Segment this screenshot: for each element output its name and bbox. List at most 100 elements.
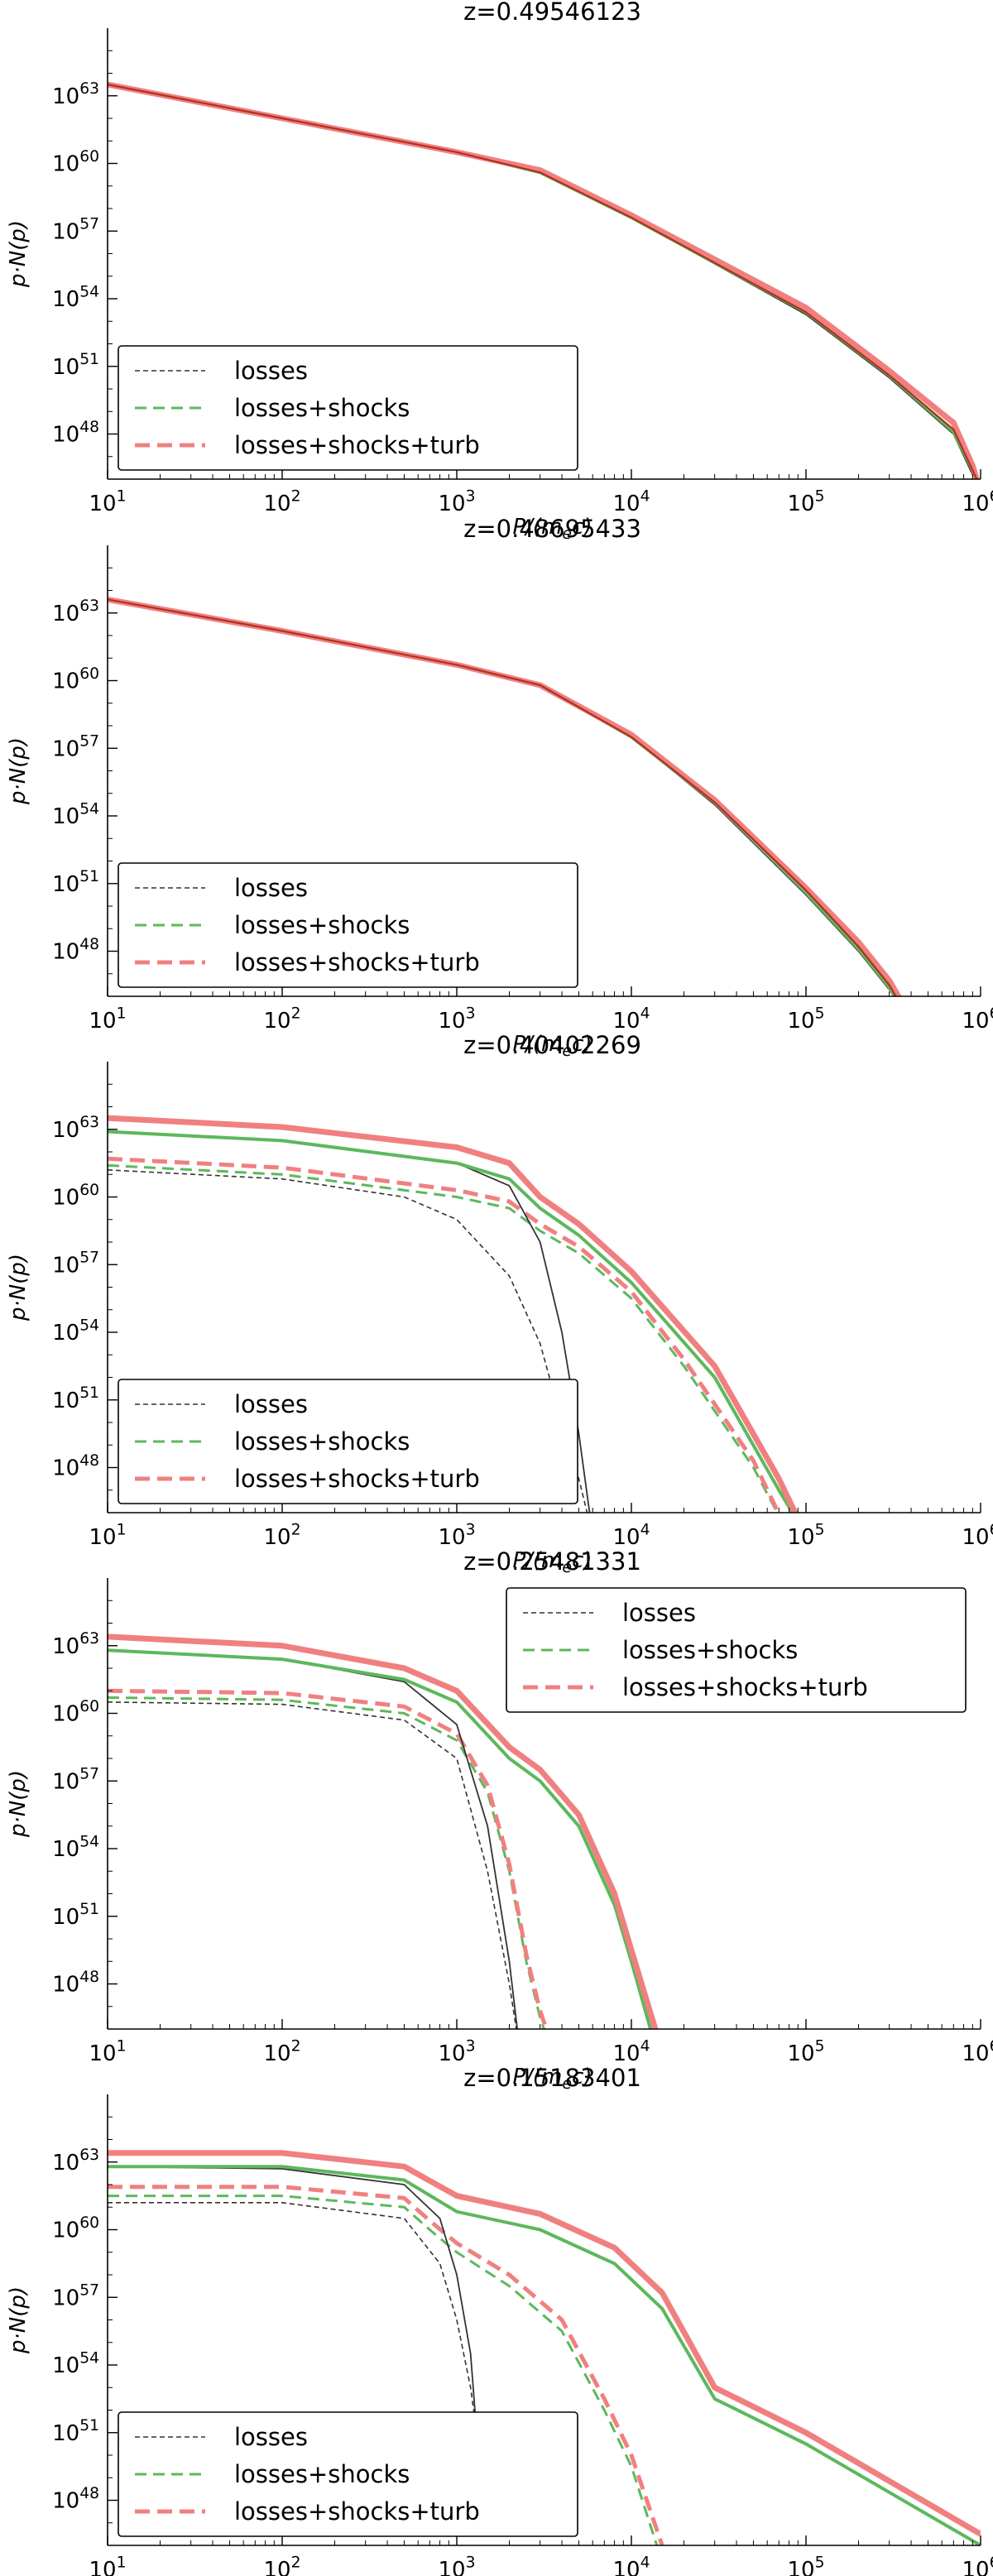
x-axis-label: P/(mec) bbox=[512, 1548, 592, 1576]
chart-title: z=0.48695433 bbox=[463, 515, 641, 543]
legend-label: losses+shocks+turb bbox=[234, 431, 480, 459]
y-tick-label: 1060 bbox=[52, 665, 99, 694]
y-tick-label: 1063 bbox=[52, 1114, 99, 1143]
y-tick-label: 1051 bbox=[52, 2417, 99, 2446]
x-tick-label: 103 bbox=[439, 1005, 476, 1034]
series-line-losses bbox=[108, 1701, 517, 2029]
chart-title: z=0.49546123 bbox=[463, 0, 641, 26]
x-tick-label: 105 bbox=[788, 2554, 825, 2576]
x-tick-label: 103 bbox=[439, 487, 476, 516]
series-group bbox=[108, 2150, 981, 2545]
x-tick-label: 104 bbox=[613, 2554, 650, 2576]
y-tick-label: 1057 bbox=[52, 1250, 99, 1278]
x-tick-label: 106 bbox=[962, 487, 993, 516]
legend-label: losses+shocks+turb bbox=[622, 1673, 868, 1701]
series-group bbox=[108, 596, 902, 996]
x-tick-label: 101 bbox=[89, 2554, 127, 2576]
y-axis-label: p·N(p) bbox=[6, 220, 31, 288]
x-tick-label: 101 bbox=[89, 2037, 127, 2066]
y-tick-label: 1057 bbox=[52, 1766, 99, 1795]
x-tick-label: 103 bbox=[439, 1521, 476, 1550]
x-tick-label: 103 bbox=[439, 2037, 476, 2066]
legend-box bbox=[118, 2411, 578, 2537]
series-line-losses-shocks-turb bbox=[108, 2185, 664, 2545]
x-tick-label: 106 bbox=[962, 1005, 993, 1034]
legend-label: losses+shocks bbox=[234, 2460, 410, 2488]
series-group bbox=[108, 81, 980, 479]
y-axis-label: p·N(p) bbox=[6, 1254, 31, 1322]
x-tick-label: 102 bbox=[264, 2037, 301, 2066]
y-tick-label: 1063 bbox=[52, 80, 99, 109]
legend-label: losses+shocks bbox=[622, 1636, 798, 1664]
y-tick-label: 1048 bbox=[52, 1969, 99, 1998]
series-line-losses bbox=[108, 1169, 588, 1513]
y-tick-label: 1063 bbox=[52, 2147, 99, 2175]
legend: losses losses+shocks losses+shocks+turb bbox=[118, 345, 578, 471]
series-group bbox=[108, 1633, 659, 2029]
y-tick-label: 1060 bbox=[52, 148, 99, 177]
legend-label: losses+shocks bbox=[234, 911, 410, 939]
x-tick-label: 106 bbox=[962, 1521, 993, 1550]
y-axis-label: p·N(p) bbox=[6, 2286, 31, 2354]
y-axis-label: p·N(p) bbox=[6, 737, 31, 805]
x-tick-label: 101 bbox=[89, 1521, 127, 1550]
series-line-solid-5 bbox=[108, 1633, 659, 2029]
series-line-losses-shocks bbox=[108, 1696, 545, 2029]
x-tick-label: 102 bbox=[264, 2554, 301, 2576]
x-axis-label: P/(mec) bbox=[512, 515, 592, 543]
series-line-solid-4 bbox=[108, 1648, 653, 2029]
x-tick-label: 103 bbox=[439, 2554, 476, 2576]
y-axis-label: p·N(p) bbox=[6, 1770, 31, 1838]
y-tick-label: 1057 bbox=[52, 2282, 99, 2311]
y-tick-label: 1054 bbox=[52, 1317, 99, 1346]
y-tick-label: 1054 bbox=[52, 1833, 99, 1862]
y-tick-label: 1051 bbox=[52, 1901, 99, 1930]
series-line-losses-shocks-turb bbox=[108, 1688, 549, 2029]
x-tick-label: 101 bbox=[89, 487, 127, 516]
legend-label: losses+shocks+turb bbox=[234, 1465, 480, 1493]
chart-title: z=0.40402269 bbox=[463, 1031, 641, 1059]
legend-label: losses+shocks bbox=[234, 1427, 410, 1456]
series-line-losses-shocks-turb bbox=[108, 1156, 781, 1513]
series-line-losses-shocks bbox=[108, 2195, 659, 2545]
series-line-solid-6 bbox=[108, 84, 978, 479]
x-tick-label: 106 bbox=[962, 2037, 993, 2066]
y-tick-label: 1048 bbox=[52, 1452, 99, 1481]
series-line-solid-4 bbox=[108, 1130, 794, 1513]
series-line-losses-shocks bbox=[108, 1163, 779, 1513]
y-tick-label: 1057 bbox=[52, 733, 99, 762]
y-tick-label: 1054 bbox=[52, 800, 99, 829]
x-tick-label: 104 bbox=[613, 1005, 650, 1034]
legend-label: losses bbox=[622, 1599, 696, 1627]
y-tick-label: 1060 bbox=[52, 2214, 99, 2243]
chart-panel-2: z=0.48695433 101 102 103 104 105 106 1048 1051 10… bbox=[6, 515, 993, 1060]
x-tick-label: 105 bbox=[788, 487, 825, 516]
y-tick-label: 1054 bbox=[52, 283, 99, 312]
y-tick-label: 1063 bbox=[52, 1630, 99, 1659]
y-tick-label: 1051 bbox=[52, 868, 99, 897]
x-axis-label: P/(mec) bbox=[512, 1032, 592, 1060]
legend: losses losses+shocks losses+shocks+turb bbox=[118, 862, 578, 988]
legend: losses losses+shocks losses+shocks+turb bbox=[118, 2411, 578, 2537]
legend-label: losses+shocks+turb bbox=[234, 2497, 480, 2526]
x-tick-label: 101 bbox=[89, 1005, 127, 1034]
y-tick-label: 1048 bbox=[52, 2485, 99, 2514]
chart-panel-5: z=0.15183401 101 102 103 104 105 106 1048 1051 10… bbox=[6, 2064, 993, 2576]
x-tick-label: 104 bbox=[613, 2037, 650, 2066]
x-tick-label: 106 bbox=[962, 2554, 993, 2576]
legend: losses losses+shocks losses+shocks+turb bbox=[118, 1379, 578, 1504]
x-tick-label: 104 bbox=[613, 1521, 650, 1550]
x-tick-label: 102 bbox=[264, 487, 301, 516]
x-axis-label: P/(mec) bbox=[512, 2065, 592, 2093]
x-tick-label: 102 bbox=[264, 1521, 301, 1550]
x-tick-label: 105 bbox=[788, 2037, 825, 2066]
x-tick-label: 102 bbox=[264, 1005, 301, 1034]
y-tick-label: 1060 bbox=[52, 1698, 99, 1727]
legend-box bbox=[506, 1587, 967, 1713]
y-tick-label: 1057 bbox=[52, 216, 99, 245]
x-tick-label: 105 bbox=[788, 1521, 825, 1550]
legend-box bbox=[118, 862, 578, 988]
legend-label: losses bbox=[234, 2423, 308, 2451]
series-line-solid-5 bbox=[108, 1115, 799, 1513]
y-tick-label: 1051 bbox=[52, 1384, 99, 1413]
